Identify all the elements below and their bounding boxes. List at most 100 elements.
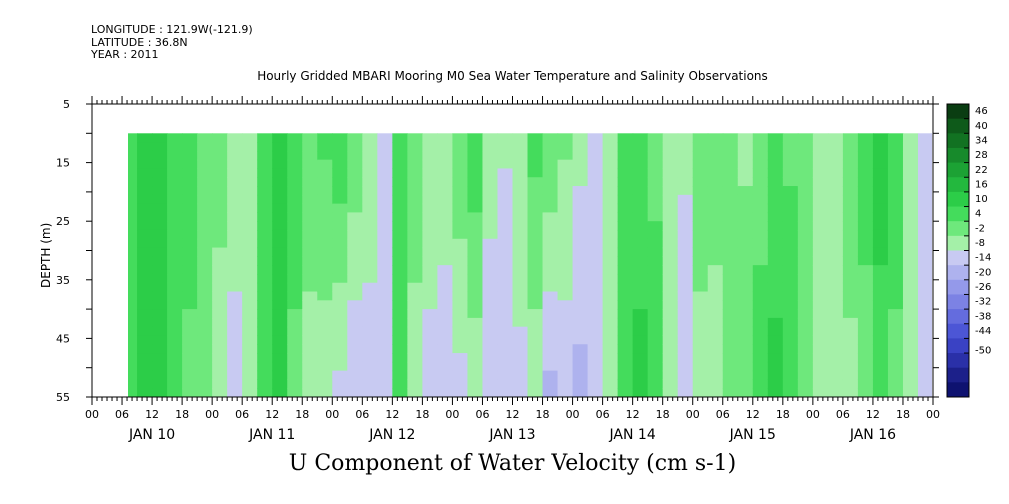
heatmap-cell xyxy=(152,265,168,275)
heatmap-cell xyxy=(527,291,544,301)
heatmap-cell xyxy=(362,168,378,178)
heatmap-cell xyxy=(572,361,589,372)
heatmap-cell xyxy=(128,238,138,249)
heatmap-cell xyxy=(632,317,649,328)
heatmap-cell xyxy=(602,142,619,152)
heatmap-cell xyxy=(797,177,814,187)
colorbar-swatch xyxy=(947,279,969,295)
heatmap-cell xyxy=(632,142,649,152)
heatmap-cell xyxy=(287,212,303,222)
heatmap-cell xyxy=(767,388,784,397)
heatmap-cell xyxy=(392,212,408,222)
heatmap-cell xyxy=(827,247,844,257)
heatmap-cell xyxy=(602,379,619,389)
heatmap-cell xyxy=(722,370,739,381)
heatmap-cell xyxy=(332,326,348,337)
heatmap-cell xyxy=(617,344,634,354)
heatmap-cell xyxy=(647,212,664,222)
heatmap-cell xyxy=(737,133,754,143)
heatmap-cell xyxy=(392,344,408,354)
heatmap-cell xyxy=(137,238,153,249)
heatmap-cell xyxy=(812,150,829,161)
heatmap-cell xyxy=(437,388,454,397)
heatmap-cell xyxy=(542,159,559,170)
heatmap-cell xyxy=(377,186,393,196)
heatmap-cell xyxy=(632,361,649,372)
heatmap-cell xyxy=(362,177,378,187)
heatmap-cell xyxy=(722,159,739,170)
heatmap-cell xyxy=(542,265,559,275)
heatmap-cell xyxy=(302,221,318,231)
heatmap-cell xyxy=(842,282,859,293)
heatmap-cell xyxy=(242,379,258,389)
heatmap-cell xyxy=(227,247,243,257)
heatmap-cell xyxy=(407,353,423,363)
heatmap-cell xyxy=(902,238,919,249)
heatmap-cell xyxy=(827,133,844,143)
heatmap-cell xyxy=(542,317,559,328)
heatmap-cell xyxy=(317,142,333,152)
heatmap-cell xyxy=(317,326,333,337)
heatmap-cell xyxy=(272,194,288,205)
heatmap-cell xyxy=(212,326,228,337)
heatmap-cell xyxy=(917,353,932,363)
heatmap-cell xyxy=(857,317,874,328)
heatmap-cell xyxy=(167,388,183,397)
heatmap-cell xyxy=(512,265,529,275)
heatmap-cell xyxy=(917,265,932,275)
heatmap-cell xyxy=(887,388,904,397)
heatmap-cell xyxy=(302,300,318,310)
heatmap-cell xyxy=(767,361,784,372)
heatmap-cell xyxy=(767,335,784,345)
heatmap-cell xyxy=(662,212,679,222)
colorbar-swatch xyxy=(947,367,969,383)
heatmap-cell xyxy=(587,300,604,310)
colorbar-swatch xyxy=(947,265,969,281)
heatmap-cell xyxy=(212,379,228,389)
heatmap-cell xyxy=(137,273,153,284)
heatmap-cell xyxy=(137,353,153,363)
heatmap-cell xyxy=(782,229,799,240)
heatmap-cell xyxy=(527,282,544,293)
heatmap-cell xyxy=(677,361,694,372)
heatmap-cell xyxy=(497,353,514,363)
heatmap-cell xyxy=(542,370,559,381)
heatmap-cell xyxy=(242,256,258,266)
heatmap-cell xyxy=(422,247,439,257)
x-tick-label: 00 xyxy=(205,408,219,421)
heatmap-cell xyxy=(917,229,932,240)
heatmap-cell xyxy=(137,300,153,310)
heatmap-cell xyxy=(872,221,889,231)
heatmap-cell xyxy=(527,194,544,205)
heatmap-cell xyxy=(452,150,469,161)
heatmap-cell xyxy=(602,335,619,345)
heatmap-cell xyxy=(317,335,333,345)
x-tick-label: 12 xyxy=(145,408,159,421)
heatmap-cell xyxy=(182,221,198,231)
heatmap-cell xyxy=(707,177,724,187)
heatmap-cell xyxy=(152,282,168,293)
heatmap-cell xyxy=(722,194,739,205)
heatmap-cell xyxy=(527,150,544,161)
heatmap-cell xyxy=(827,282,844,293)
heatmap-cell xyxy=(392,159,408,170)
heatmap-cell xyxy=(887,194,904,205)
heatmap-cell xyxy=(857,229,874,240)
heatmap-cell xyxy=(857,159,874,170)
heatmap-cell xyxy=(332,212,348,222)
heatmap-cell xyxy=(767,256,784,266)
heatmap-cell xyxy=(392,379,408,389)
heatmap-cell xyxy=(302,370,318,381)
heatmap-cell xyxy=(152,177,168,187)
heatmap-cell xyxy=(362,150,378,161)
colorbar-swatch xyxy=(947,147,969,164)
heatmap-cell xyxy=(272,159,288,170)
latitude-label: LATITUDE : 36.8N xyxy=(91,35,188,49)
heatmap-cell xyxy=(332,335,348,345)
heatmap-cell xyxy=(617,265,634,275)
heatmap-cell xyxy=(332,159,348,170)
heatmap-cell xyxy=(482,256,499,266)
heatmap-cell xyxy=(587,256,604,266)
colorbar-swatch xyxy=(947,250,969,266)
heatmap-cell xyxy=(227,291,243,301)
